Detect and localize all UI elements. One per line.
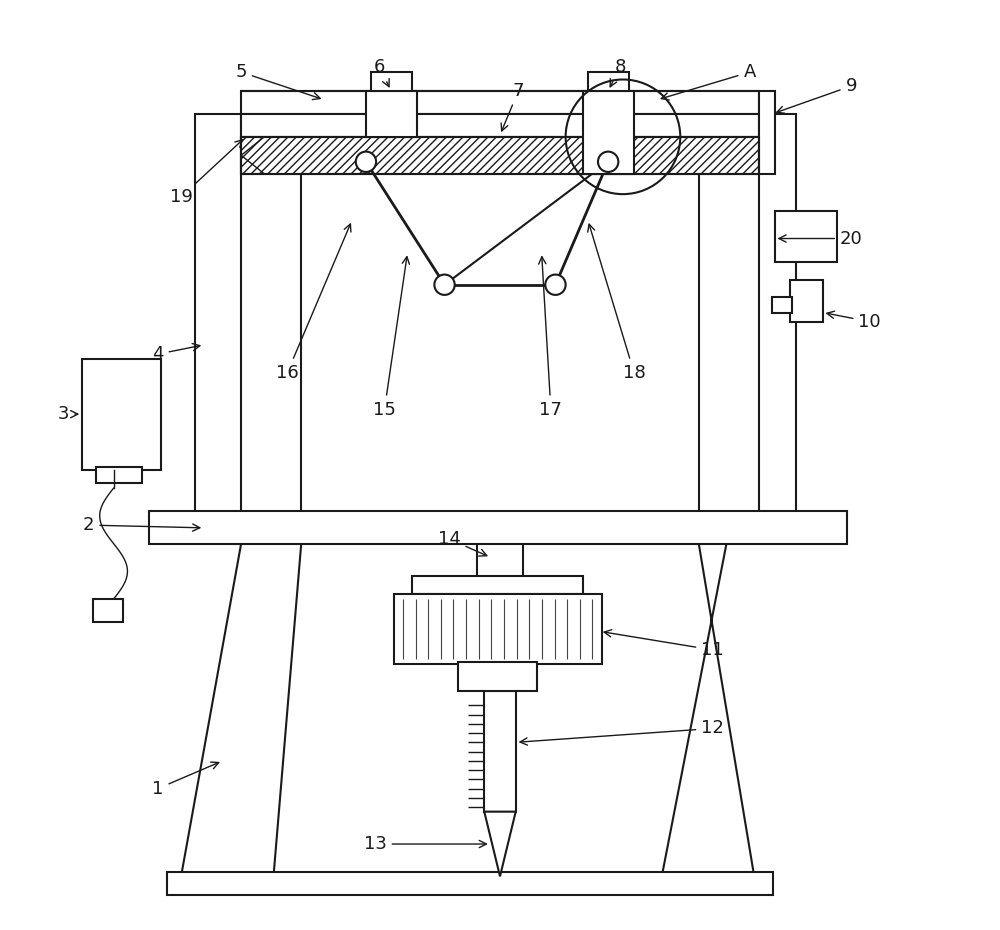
Bar [241, 137, 759, 174]
Bar [195, 113, 796, 521]
Text: 18: 18 [588, 224, 645, 381]
Text: 10: 10 [827, 312, 881, 331]
Text: 20: 20 [779, 230, 863, 247]
Bar [96, 467, 142, 484]
Polygon shape [662, 543, 754, 876]
Bar [412, 576, 583, 594]
Text: 2: 2 [83, 516, 200, 534]
Text: 5: 5 [235, 63, 320, 100]
Text: 16: 16 [276, 224, 351, 381]
Text: 9: 9 [777, 77, 857, 113]
Bar [484, 692, 516, 812]
Bar [241, 90, 759, 113]
Bar [772, 297, 792, 313]
Text: 13: 13 [364, 835, 486, 853]
Polygon shape [484, 812, 516, 876]
Circle shape [434, 274, 455, 295]
Text: 1: 1 [152, 762, 219, 798]
Bar [759, 90, 775, 174]
Bar [167, 871, 773, 895]
Text: 19: 19 [170, 140, 243, 206]
Bar [366, 90, 417, 137]
Circle shape [545, 274, 566, 295]
Circle shape [356, 152, 376, 172]
Text: 17: 17 [539, 257, 562, 418]
Bar [149, 512, 847, 543]
Bar [583, 90, 634, 174]
Bar [775, 211, 837, 261]
Bar [241, 113, 759, 137]
Bar [588, 73, 629, 90]
Text: A: A [661, 63, 756, 100]
Text: 14: 14 [438, 530, 487, 556]
Text: 4: 4 [152, 343, 200, 363]
Text: 3: 3 [58, 405, 78, 423]
Bar [458, 662, 537, 692]
Polygon shape [181, 543, 301, 876]
Bar [371, 73, 412, 90]
Text: 8: 8 [610, 59, 626, 86]
Text: 7: 7 [501, 82, 524, 131]
Text: 12: 12 [520, 720, 724, 745]
Text: 6: 6 [374, 59, 389, 86]
Circle shape [598, 152, 618, 172]
Text: 11: 11 [604, 630, 724, 658]
Bar [241, 137, 759, 174]
Bar [790, 280, 823, 322]
Text: 15: 15 [373, 257, 409, 418]
Bar [82, 359, 161, 470]
Bar [93, 599, 123, 622]
Bar [394, 594, 602, 664]
